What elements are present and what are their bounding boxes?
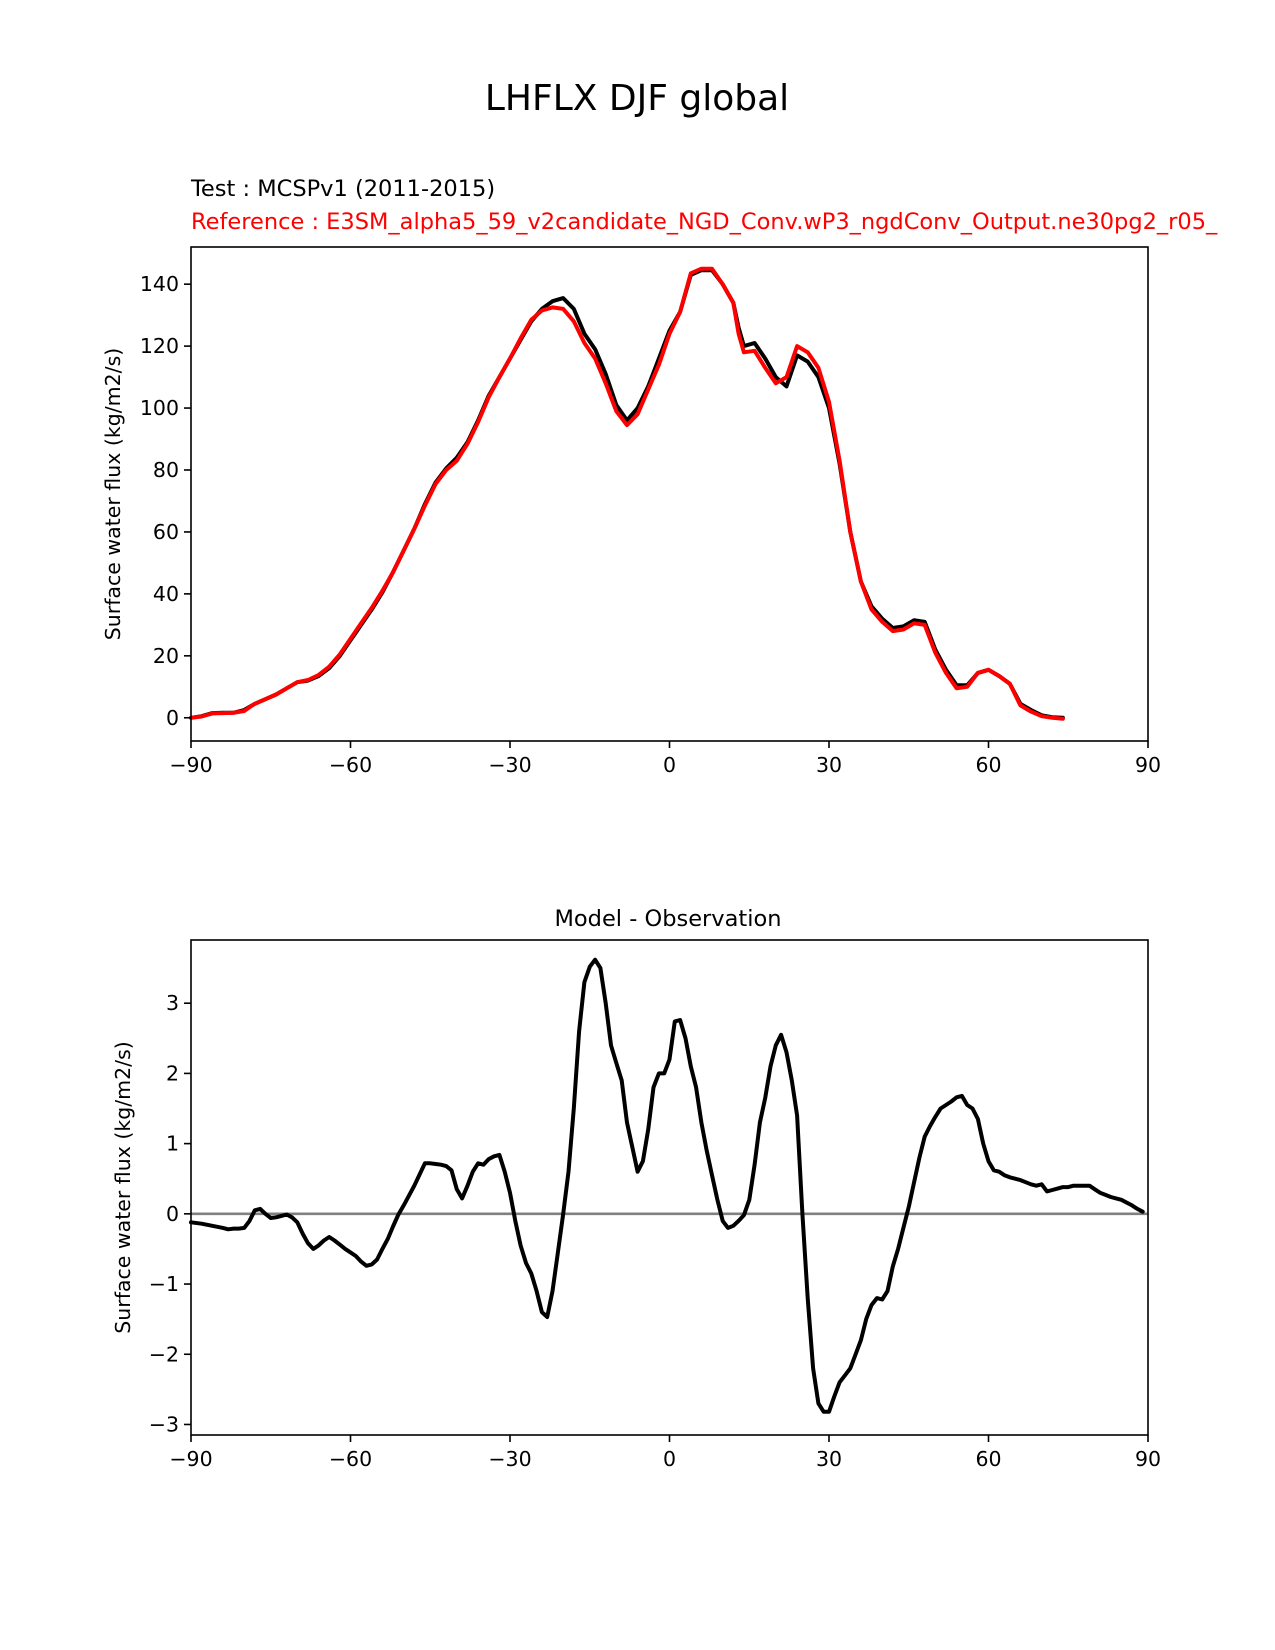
x-tick-label: 30 <box>816 1447 842 1471</box>
test-label: Test : MCSPv1 (2011-2015) <box>190 176 495 202</box>
y-tick-label: −2 <box>149 1342 179 1366</box>
x-tick-label: −60 <box>329 1447 372 1471</box>
y-tick-label: 1 <box>166 1132 179 1156</box>
y-tick-label: 3 <box>166 991 179 1015</box>
y-tick-label: −1 <box>149 1272 179 1296</box>
x-tick-label: −30 <box>488 1447 531 1471</box>
y-axis-label: Surface water flux (kg/m2/s) <box>111 1041 135 1333</box>
figure-suptitle: LHFLX DJF global <box>485 78 789 119</box>
y-tick-label: 100 <box>140 396 179 420</box>
x-tick-label: 60 <box>975 1447 1001 1471</box>
y-tick-label: 120 <box>140 334 179 358</box>
x-tick-label: 0 <box>663 1447 676 1471</box>
y-tick-label: 0 <box>166 1202 179 1226</box>
x-tick-label: 60 <box>975 753 1001 777</box>
y-tick-label: 60 <box>153 520 179 544</box>
x-tick-label: −90 <box>169 753 212 777</box>
y-tick-label: 80 <box>153 458 179 482</box>
x-tick-label: −90 <box>169 1447 212 1471</box>
diff-panel-title: Model - Observation <box>555 906 782 932</box>
reference-label: Reference : E3SM_alpha5_59_v2candidate_N… <box>191 209 1218 235</box>
series-line-reference <box>189 266 1065 721</box>
x-tick-label: 30 <box>816 753 842 777</box>
x-tick-label: −60 <box>329 753 372 777</box>
y-tick-label: −3 <box>149 1412 179 1436</box>
x-tick-label: −30 <box>488 753 531 777</box>
x-tick-label: 0 <box>663 753 676 777</box>
y-tick-label: 0 <box>166 706 179 730</box>
y-tick-label: 20 <box>153 644 179 668</box>
y-axis-label: Surface water flux (kg/m2/s) <box>101 348 125 640</box>
y-tick-label: 40 <box>153 582 179 606</box>
x-tick-label: 90 <box>1135 753 1161 777</box>
series-line-model-observation <box>189 957 1145 1414</box>
difference-panel-chart: −90 −60 −30 0 30 60 90 −3 −2 −1 0 1 2 3 Surface water … <box>111 939 1161 1471</box>
x-tick-label: 90 <box>1135 1447 1161 1471</box>
y-tick-label: 2 <box>166 1061 179 1085</box>
top-panel-chart: −90 −60 −30 0 30 60 90 0 20 40 60 80 100 120 140 Surfac… <box>101 246 1161 777</box>
y-tick-label: 140 <box>140 272 179 296</box>
